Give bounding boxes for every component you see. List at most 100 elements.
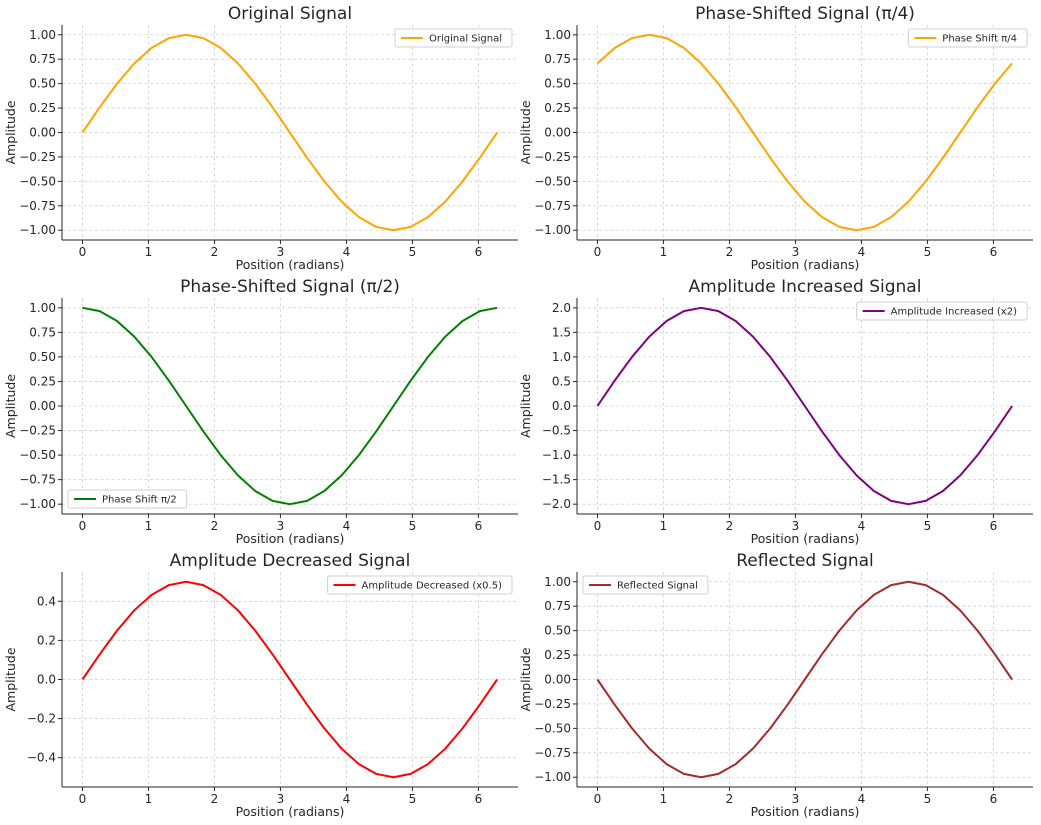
x-tick-label: 6 <box>990 792 998 806</box>
chart-panel-5: 0 1 2 3 4 5 6 0.4 0.2 0.0 −0.2 −0.4 Amplitude Decrea… <box>3 551 518 819</box>
y-axis-label: Amplitude <box>518 374 533 438</box>
chart-title: Reflected Signal <box>736 551 874 571</box>
x-axis-label: Position (radians) <box>236 531 345 546</box>
x-tick-label: 2 <box>726 245 734 259</box>
x-tick-label: 5 <box>924 792 932 806</box>
x-tick-label: 1 <box>145 792 153 806</box>
y-tick-label: 0.50 <box>544 624 571 638</box>
y-tick-label: 1.00 <box>29 301 56 315</box>
y-tick-label: −0.25 <box>19 150 56 164</box>
y-tick-label: −0.2 <box>27 712 56 726</box>
x-axis-label: Position (radians) <box>751 531 860 546</box>
legend-box <box>856 301 1028 321</box>
y-tick-label: 0.00 <box>29 399 56 413</box>
x-tick-label: 2 <box>211 792 219 806</box>
y-tick-label: 0.00 <box>544 673 571 687</box>
legend: Phase Shift π/4 <box>907 28 1028 48</box>
series-line <box>82 306 498 506</box>
y-tick-label: −0.4 <box>27 751 56 765</box>
y-axis-label: Amplitude <box>3 647 18 711</box>
x-axis-label: Position (radians) <box>751 804 860 819</box>
series-line <box>81 580 498 779</box>
y-axis-label: Amplitude <box>518 100 533 164</box>
chart-title: Amplitude Increased Signal <box>689 277 922 297</box>
x-tick-label: 4 <box>343 245 351 259</box>
x-tick-label: 5 <box>409 245 417 259</box>
chart-panel-2: 0 1 2 3 4 5 6 1.00 0.75 0.50 0.25 0.00 −0.25 −0.50 −0.… <box>518 4 1033 272</box>
y-tick-label: 0.75 <box>29 325 56 339</box>
legend-label: Original Signal <box>429 34 502 45</box>
y-tick-label: 1.0 <box>552 350 571 364</box>
legend: Phase Shift π/2 <box>67 489 188 509</box>
x-tick-label: 2 <box>726 792 734 806</box>
y-tick-label: −0.5 <box>542 424 571 438</box>
grid <box>577 25 1033 240</box>
y-tick-label: 1.00 <box>29 28 56 42</box>
x-tick-label: 4 <box>343 792 351 806</box>
chart-panel-3: 0 1 2 3 4 5 6 1.00 0.75 0.50 0.25 0.00 −0.25 −0.50 −0.… <box>3 277 518 546</box>
x-tick-label: 5 <box>924 519 932 533</box>
chart-title: Phase-Shifted Signal (π/2) <box>180 277 400 297</box>
y-tick-label: −0.75 <box>19 473 56 487</box>
chart-title: Original Signal <box>228 4 352 24</box>
legend-box <box>582 575 709 595</box>
y-tick-label: −0.25 <box>534 150 571 164</box>
series-line <box>81 33 498 232</box>
legend: Amplitude Decreased (x0.5) <box>327 575 513 595</box>
y-tick-label: 0.25 <box>544 648 571 662</box>
x-tick-label: 0 <box>79 245 87 259</box>
x-tick-label: 2 <box>726 519 734 533</box>
legend-box <box>907 28 1028 48</box>
x-tick-label: 0 <box>594 519 602 533</box>
y-tick-label: −1.00 <box>534 770 571 784</box>
x-tick-label: 4 <box>858 519 866 533</box>
y-tick-label: 0.25 <box>29 101 56 115</box>
y-tick-label: −1.00 <box>534 223 571 237</box>
x-tick-label: 4 <box>858 792 866 806</box>
legend-box <box>394 28 513 48</box>
legend-label: Reflected Signal <box>617 581 698 592</box>
x-tick-label: 1 <box>660 245 668 259</box>
y-tick-label: −0.75 <box>534 199 571 213</box>
x-tick-label: 0 <box>79 792 87 806</box>
y-tick-label: −0.75 <box>19 199 56 213</box>
y-tick-label: 0.5 <box>552 374 571 388</box>
y-tick-label: −2.0 <box>542 497 571 511</box>
y-tick-label: 0.25 <box>29 374 56 388</box>
y-tick-label: −1.00 <box>19 497 56 511</box>
y-tick-label: −0.50 <box>534 174 571 188</box>
y-axis-label: Amplitude <box>518 647 533 711</box>
x-tick-label: 6 <box>475 519 483 533</box>
x-tick-label: 1 <box>145 245 153 259</box>
x-tick-label: 6 <box>990 519 998 533</box>
x-tick-label: 1 <box>145 519 153 533</box>
x-axis-label: Position (radians) <box>751 257 860 272</box>
y-tick-label: 0.25 <box>544 101 571 115</box>
y-tick-label: 0.50 <box>29 77 56 91</box>
x-tick-label: 4 <box>858 245 866 259</box>
legend-label: Phase Shift π/2 <box>102 495 177 506</box>
y-tick-label: 0.75 <box>544 599 571 613</box>
y-tick-label: −0.25 <box>19 424 56 438</box>
y-tick-label: 1.00 <box>544 575 571 589</box>
x-tick-label: 5 <box>409 792 417 806</box>
y-tick-label: −0.50 <box>19 174 56 188</box>
x-tick-label: 3 <box>277 519 285 533</box>
legend-box <box>327 575 513 595</box>
chart-panel-6: 0 1 2 3 4 5 6 1.00 0.75 0.50 0.25 0.00 −0.25 −0.50 −0.… <box>518 551 1033 819</box>
x-axis-label: Position (radians) <box>236 804 345 819</box>
y-tick-label: 1.00 <box>544 28 571 42</box>
x-tick-label: 0 <box>594 245 602 259</box>
legend-box <box>67 489 188 509</box>
y-tick-label: −0.50 <box>534 721 571 735</box>
x-tick-label: 6 <box>475 792 483 806</box>
series-line <box>596 580 1013 779</box>
chart-title: Phase-Shifted Signal (π/4) <box>695 4 915 24</box>
series-line <box>596 306 1013 506</box>
x-tick-label: 5 <box>409 519 417 533</box>
legend: Reflected Signal <box>582 575 709 595</box>
legend: Original Signal <box>394 28 513 48</box>
legend-label: Amplitude Decreased (x0.5) <box>362 581 503 592</box>
y-tick-label: 0.50 <box>29 350 56 364</box>
x-tick-label: 1 <box>660 792 668 806</box>
